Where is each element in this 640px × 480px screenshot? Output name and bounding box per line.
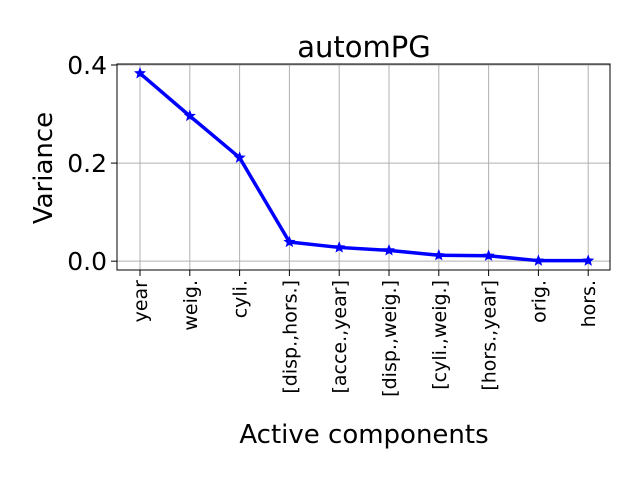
y-tick-label: 0.2 [67, 149, 107, 178]
x-tick-label: [acce.,year] [329, 280, 351, 394]
data-point [382, 244, 396, 256]
y-axis: 0.0 0.2 0.4 [67, 51, 117, 276]
x-tick-label: [cyli.,weig.] [429, 280, 451, 390]
data-point [233, 151, 246, 163]
data-point [582, 254, 595, 266]
x-tick-label: year [130, 280, 152, 323]
data-point [183, 109, 196, 122]
data-point [333, 241, 346, 253]
x-tick-label: hors. [578, 280, 600, 327]
data-point [532, 254, 545, 266]
x-tick-label: [hors.,year] [479, 280, 501, 391]
x-tick-label: orig. [528, 280, 550, 323]
y-axis-label: Variance [29, 112, 59, 224]
plot-frame [116, 63, 611, 271]
series-line-group [133, 66, 595, 266]
y-tick-label: 0.4 [67, 51, 107, 80]
x-tick-label: cyli. [230, 280, 252, 318]
data-point [432, 248, 445, 261]
y-tick-label: 0.0 [67, 247, 107, 276]
x-tick-label: [disp.,weig.] [379, 280, 401, 397]
data-point [133, 66, 147, 79]
x-axis: year weig. cyli. [disp.,hors.] [acce.,year] [… [130, 270, 600, 397]
x-axis-label: Active components [239, 420, 488, 450]
chart-title: automPG [297, 30, 430, 64]
data-point [283, 235, 296, 248]
data-point [482, 249, 495, 261]
grid-lines [117, 64, 610, 270]
series-line [138, 71, 589, 263]
x-tick-label: weig. [180, 280, 202, 331]
x-tick-label: [disp.,hors.] [279, 280, 301, 394]
